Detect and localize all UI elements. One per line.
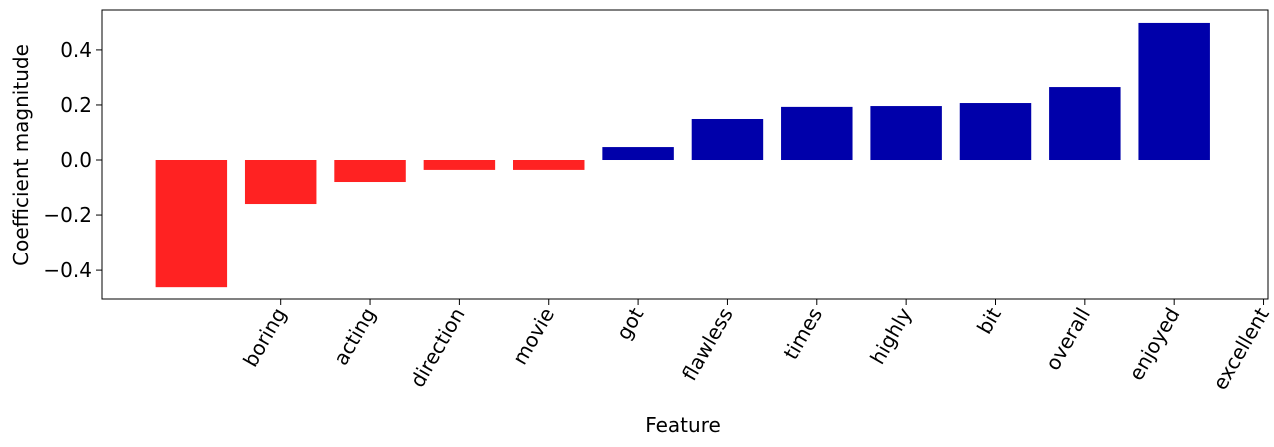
x-tick-label: enjoyed [1124, 304, 1185, 385]
bar [781, 106, 853, 161]
y-tick-label: 0.2 [60, 93, 92, 117]
y-tick-label: −0.4 [43, 258, 92, 282]
x-tick-label: times [779, 304, 828, 364]
bar [1049, 87, 1121, 161]
x-tick-label: highly [865, 303, 916, 368]
x-axis-label: Feature [645, 413, 721, 437]
y-tick-label: 0.0 [60, 148, 92, 172]
bar [1138, 22, 1210, 161]
bar [334, 160, 406, 183]
x-tick-label: bit [972, 303, 1006, 338]
bar [513, 160, 585, 170]
y-tick-label: 0.4 [60, 38, 92, 62]
x-tick-label: excellent [1208, 303, 1274, 394]
x-tick-label: boring [238, 304, 291, 372]
bar [423, 160, 496, 170]
bar [870, 106, 942, 161]
x-tick-label: movie [508, 304, 559, 369]
y-tick-label: −0.2 [43, 203, 92, 227]
bar [155, 160, 228, 288]
bar [602, 147, 674, 161]
x-tick-label: overall [1040, 304, 1095, 375]
x-tick-label: acting [329, 304, 381, 370]
bar [959, 103, 1032, 161]
y-axis-label: Coefficient magnitude [9, 44, 33, 266]
x-tick-label: flawless [677, 304, 738, 385]
x-tick-label: got [611, 303, 648, 344]
x-tick-label: direction [405, 304, 470, 392]
plot-frame [101, 9, 1269, 300]
bar [244, 160, 317, 205]
bar [691, 118, 764, 161]
